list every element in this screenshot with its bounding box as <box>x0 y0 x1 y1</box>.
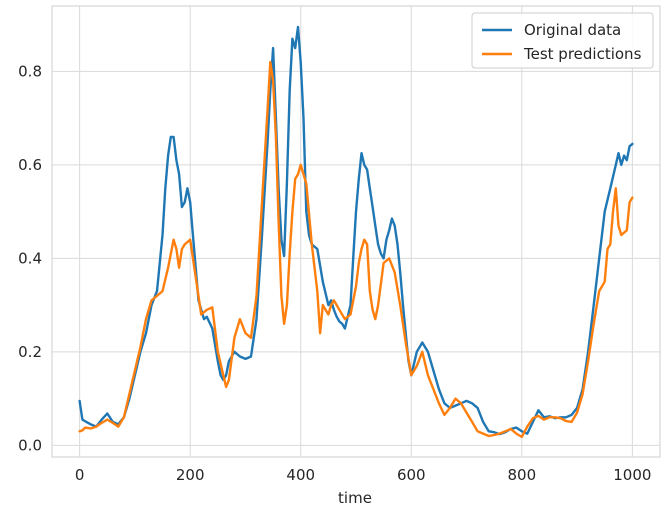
series-lines <box>78 25 634 439</box>
legend-label-predictions: Test predictions <box>523 45 642 63</box>
series-line-1 <box>78 60 634 439</box>
x-tick-label: 200 <box>176 466 205 484</box>
x-axis-ticks: 0 200 400 600 800 1000 <box>75 466 652 484</box>
legend-label-original: Original data <box>524 21 621 39</box>
legend-box <box>471 12 654 69</box>
x-tick-label: 600 <box>397 466 426 484</box>
legend: Original data Test predictions <box>471 12 654 69</box>
y-axis-ticks: 0.0 0.2 0.4 0.6 0.8 <box>18 62 42 454</box>
y-tick-label: 0.8 <box>18 62 42 80</box>
x-tick-label: 800 <box>507 466 536 484</box>
x-tick-label: 400 <box>286 466 315 484</box>
x-tick-label: 0 <box>75 466 85 484</box>
y-tick-label: 0.4 <box>18 249 42 267</box>
y-tick-label: 0.0 <box>18 436 42 454</box>
y-tick-label: 0.2 <box>18 343 42 361</box>
y-tick-label: 0.6 <box>18 156 42 174</box>
x-tick-label: 1000 <box>613 466 651 484</box>
x-axis-label: time <box>338 489 372 507</box>
grid-lines <box>52 6 660 457</box>
